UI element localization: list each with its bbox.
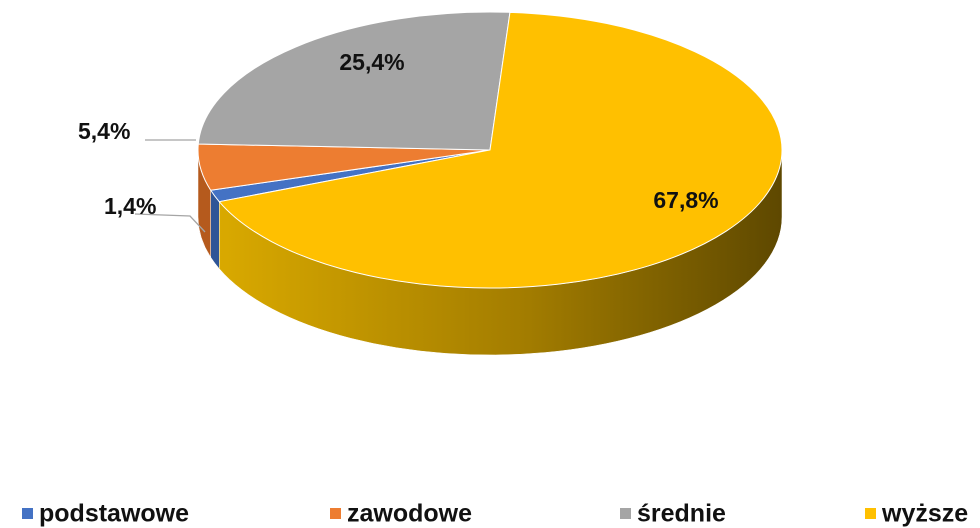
legend-swatch [330, 508, 341, 519]
legend-swatch [22, 508, 33, 519]
data-label: 5,4% [78, 118, 130, 144]
slice [218, 11, 783, 289]
leader-line [134, 213, 206, 233]
legend-label: zawodowe [347, 500, 472, 528]
data-label: 67,8% [653, 187, 718, 213]
legend-swatch [620, 508, 631, 519]
legend-label: wyższe [881, 500, 968, 528]
data-label: 1,4% [104, 193, 156, 219]
legend-label: średnie [637, 500, 726, 528]
legend-swatch [865, 508, 876, 519]
slice [197, 11, 511, 151]
slice-side [210, 189, 220, 270]
data-label: 25,4% [339, 49, 404, 75]
legend-label: podstawowe [39, 500, 189, 528]
